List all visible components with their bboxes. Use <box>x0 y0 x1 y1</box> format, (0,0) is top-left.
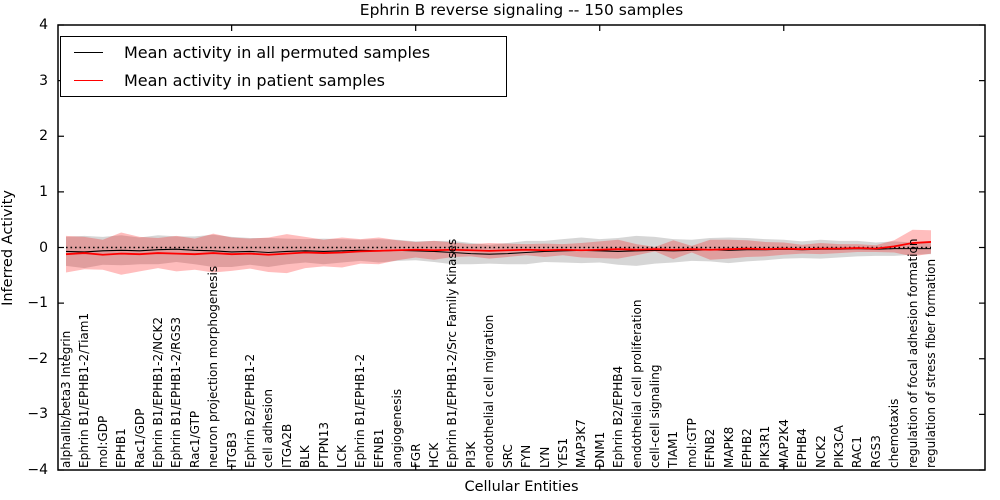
x-tick-label: regulation of stress fiber formation <box>924 258 938 468</box>
x-tick-label: chemotaxis <box>887 398 902 468</box>
x-tick-label: Rac1/GDP <box>132 408 147 468</box>
x-tick-label: LYN <box>537 446 552 468</box>
y-tick-label: −4 <box>27 462 48 478</box>
x-tick-label: neuron projection morphogenesis <box>206 265 221 468</box>
x-tick-label: NCK2 <box>813 435 828 468</box>
x-tick-label: Ephrin B1/EPHB1-2/Tiam1 <box>77 312 92 468</box>
x-tick-label: MAP2K4 <box>776 419 791 468</box>
legend-item: Mean activity in patient samples <box>61 67 506 95</box>
axes-spines <box>57 24 986 471</box>
legend-label: Mean activity in all permuted samples <box>124 43 431 62</box>
x-tick-label: ITGA2B <box>279 423 294 468</box>
x-tick-label: FGR <box>408 443 423 468</box>
y-tick-label: 3 <box>39 72 48 89</box>
x-tick-label: PI3K <box>463 441 478 468</box>
line-patient <box>65 241 932 256</box>
x-tick-label: Ephrin B1/EPHB1-2/Src Family Kinases <box>445 238 460 468</box>
x-tick-label: cell adhesion <box>261 389 276 468</box>
x-tick-label: Ephrin B1/EPHB1-2/NCK2 <box>151 317 166 468</box>
legend-label: Mean activity in patient samples <box>124 71 385 90</box>
y-tick-label: 2 <box>39 128 48 145</box>
x-tick-label: LCK <box>335 445 350 468</box>
x-tick-label: EPHB1 <box>114 428 129 468</box>
x-tick-label: BLK <box>298 445 313 468</box>
y-tick-label: −1 <box>27 295 48 312</box>
y-tick-label: 1 <box>39 183 48 200</box>
x-tick-label: DNM1 <box>592 431 607 468</box>
x-tick-label: PIK3R1 <box>758 425 773 468</box>
x-tick-label: EFNB1 <box>371 428 386 468</box>
x-tick-label: MAP3K7 <box>574 419 589 468</box>
x-tick-label: mol:GTP <box>684 418 699 468</box>
x-tick-label: EPHB2 <box>739 428 754 468</box>
x-tick-label: Rac1/GTP <box>187 410 202 468</box>
x-tick-label: RGS3 <box>868 435 883 468</box>
x-tick-label: YES1 <box>555 437 570 468</box>
x-tick-label: mol:GDP <box>95 415 110 468</box>
x-tick-label: HCK <box>427 442 442 468</box>
y-tick-label: −3 <box>27 406 48 423</box>
x-tick-label: ITGB3 <box>224 431 239 468</box>
x-tick-label: EFNB2 <box>703 428 718 468</box>
x-tick-label: endothelial cell proliferation <box>629 299 644 468</box>
band-patient <box>66 229 931 275</box>
x-tick-label: PIK3CA <box>831 425 846 468</box>
x-tick-label: RAC1 <box>850 436 865 468</box>
y-tick-label: 0 <box>39 239 48 256</box>
x-tick-label: alphaIIb/beta3 Integrin <box>59 330 73 468</box>
y-tick-label: 4 <box>39 17 48 33</box>
chart-title: Ephrin B reverse signaling -- 150 sample… <box>359 1 684 19</box>
y-tick-label: −2 <box>27 350 48 367</box>
legend-line-permuted-samples <box>74 52 103 53</box>
x-tick-label: Ephrin B2/EPHB4 <box>611 365 626 468</box>
legend-item: Mean activity in all permuted samples <box>61 39 506 67</box>
legend-line-patient-samples <box>74 80 103 81</box>
legend: Mean activity in all permuted samples Me… <box>60 36 507 97</box>
x-tick-label: cell-cell signaling <box>647 364 662 469</box>
x-tick-label: TIAM1 <box>666 430 681 468</box>
x-tick-label: endothelial cell migration <box>482 314 497 468</box>
x-tick-label: Ephrin B2/EPHB1-2 <box>243 353 258 468</box>
x-tick-label: SRC <box>500 444 515 468</box>
x-tick-label: EPHB4 <box>795 428 810 468</box>
x-tick-label: angiogenesis <box>390 388 405 468</box>
x-tick-label: Ephrin B1/EPHB1-2/RGS3 <box>169 316 184 468</box>
x-tick-label: Ephrin B1/EPHB1-2 <box>353 353 368 468</box>
x-tick-label: MAPK8 <box>721 426 736 468</box>
x-tick-label: regulation of focal adhesion formation <box>905 238 920 468</box>
x-tick-label: PTPN13 <box>316 421 331 468</box>
x-tick-label: FYN <box>519 444 534 468</box>
x-axis-label: Cellular Entities <box>464 479 579 495</box>
